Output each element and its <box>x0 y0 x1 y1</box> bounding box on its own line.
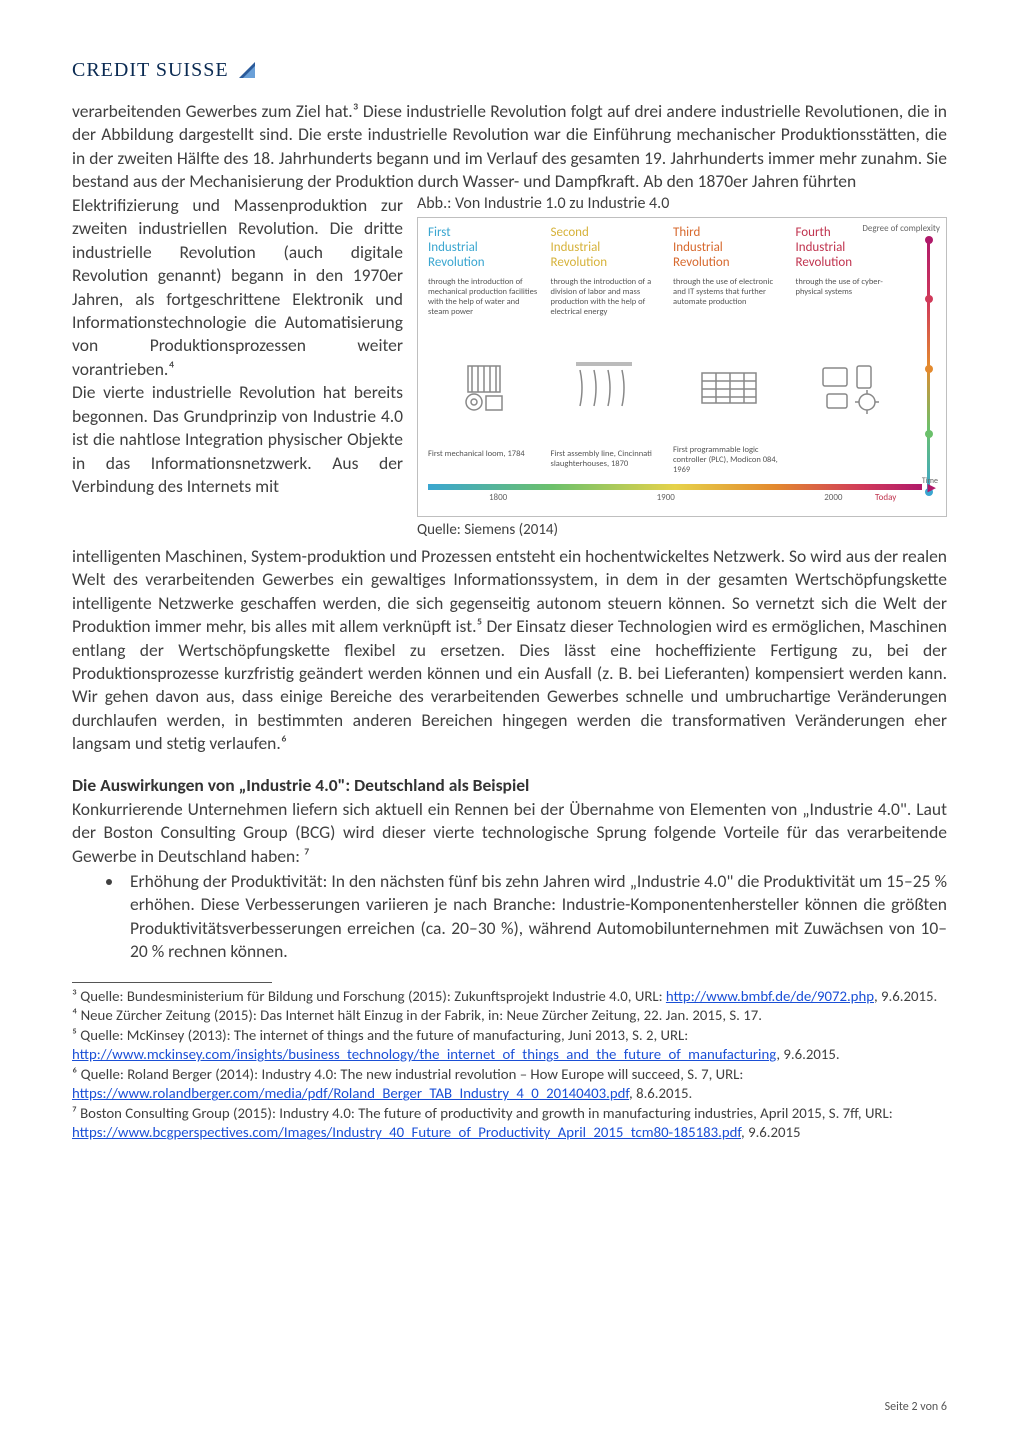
footnotes: ³ Quelle: Bundesministerium für Bildung … <box>72 987 947 1143</box>
brand-logo: CREDIT SUISSE <box>72 58 947 82</box>
col1-title: First Industrial Revolution <box>428 226 541 271</box>
section-heading: Die Auswirkungen von „Industrie 4.0": De… <box>72 774 947 796</box>
loom-icon <box>428 327 541 450</box>
col1-desc: through the introduction of mechanical p… <box>428 277 541 327</box>
footnote-3: ³ Quelle: Bundesministerium für Bildung … <box>72 987 947 1007</box>
figure-title: Abb.: Von Industrie 1.0 zu Industrie 4.0 <box>417 194 947 213</box>
footnote-5-link[interactable]: http://www.mckinsey.com/insights/busines… <box>72 1045 776 1063</box>
tick-1800: 1800 <box>489 492 507 503</box>
footnote-6-link[interactable]: https://www.rolandberger.com/media/pdf/R… <box>72 1084 629 1102</box>
paragraph-4: intelligenten Maschinen, System-produkti… <box>72 545 947 756</box>
assembly-line-icon <box>551 327 664 450</box>
footnote-3-link[interactable]: http://www.bmbf.de/de/9072.php <box>666 987 874 1005</box>
footnote-7: ⁷ Boston Consulting Group (2015): Indust… <box>72 1104 947 1143</box>
col1-milestone: First mechanical loom, 1784 <box>428 450 541 476</box>
figure-source: Quelle: Siemens (2014) <box>417 521 947 539</box>
figure-industry-4-0: Abb.: Von Industrie 1.0 zu Industrie 4.0… <box>417 194 947 539</box>
tick-2000: 2000 <box>824 492 842 503</box>
revolution-column-4: Fourth Industrial Revolution through the… <box>796 226 909 476</box>
footnote-4: ⁴ Neue Zürcher Zeitung (2015): Das Inter… <box>72 1006 947 1026</box>
paragraph-1: verarbeitenden Gewerbes zum Ziel hat.³ D… <box>72 100 947 194</box>
footnote-separator <box>72 982 272 983</box>
document-page: CREDIT SUISSE verarbeitenden Gewerbes zu… <box>0 0 1019 1440</box>
cyber-physical-icon <box>796 327 909 450</box>
revolution-column-1: First Industrial Revolution through the … <box>428 226 541 476</box>
logo-text: CREDIT SUISSE <box>72 59 229 82</box>
bullet-1: Erhöhung der Produktivität: In den nächs… <box>124 870 947 964</box>
footnote-6: ⁶ Quelle: Roland Berger (2014): Industry… <box>72 1065 947 1104</box>
col2-desc: through the introduction of a division o… <box>551 277 664 327</box>
col4-desc: through the use of cyber-physical system… <box>796 277 909 327</box>
timeline: ▶ 1800 1900 2000 Today Time <box>428 480 936 496</box>
degree-of-complexity-label: Degree of complexity <box>862 224 940 234</box>
col4-milestone <box>796 450 909 476</box>
sail-icon <box>235 58 259 82</box>
time-axis-label: Time <box>922 476 938 486</box>
tick-1900: 1900 <box>657 492 675 503</box>
paragraph-5: Konkurrierende Unternehmen liefern sich … <box>72 798 947 868</box>
figure-box: Degree of complexity First Industrial Re… <box>417 217 947 517</box>
page-number: Seite 2 von 6 <box>885 1400 947 1414</box>
revolution-column-2: Second Industrial Revolution through the… <box>551 226 664 476</box>
col2-title: Second Industrial Revolution <box>551 226 664 271</box>
tick-today: Today <box>875 492 896 503</box>
footnote-5: ⁵ Quelle: McKinsey (2013): The internet … <box>72 1026 947 1065</box>
col3-desc: through the use of electronic and IT sys… <box>673 277 786 327</box>
bullet-list: Erhöhung der Produktivität: In den nächs… <box>72 870 947 964</box>
col3-milestone: First programmable logic controller (PLC… <box>673 446 786 475</box>
complexity-axis <box>927 240 930 492</box>
plc-icon <box>673 327 786 447</box>
col2-milestone: First assembly line, Cincinnati slaughte… <box>551 450 664 476</box>
revolution-column-3: Third Industrial Revolution through the … <box>673 226 786 476</box>
footnote-7-link[interactable]: https://www.bcgperspectives.com/Images/I… <box>72 1123 741 1141</box>
col3-title: Third Industrial Revolution <box>673 226 786 271</box>
